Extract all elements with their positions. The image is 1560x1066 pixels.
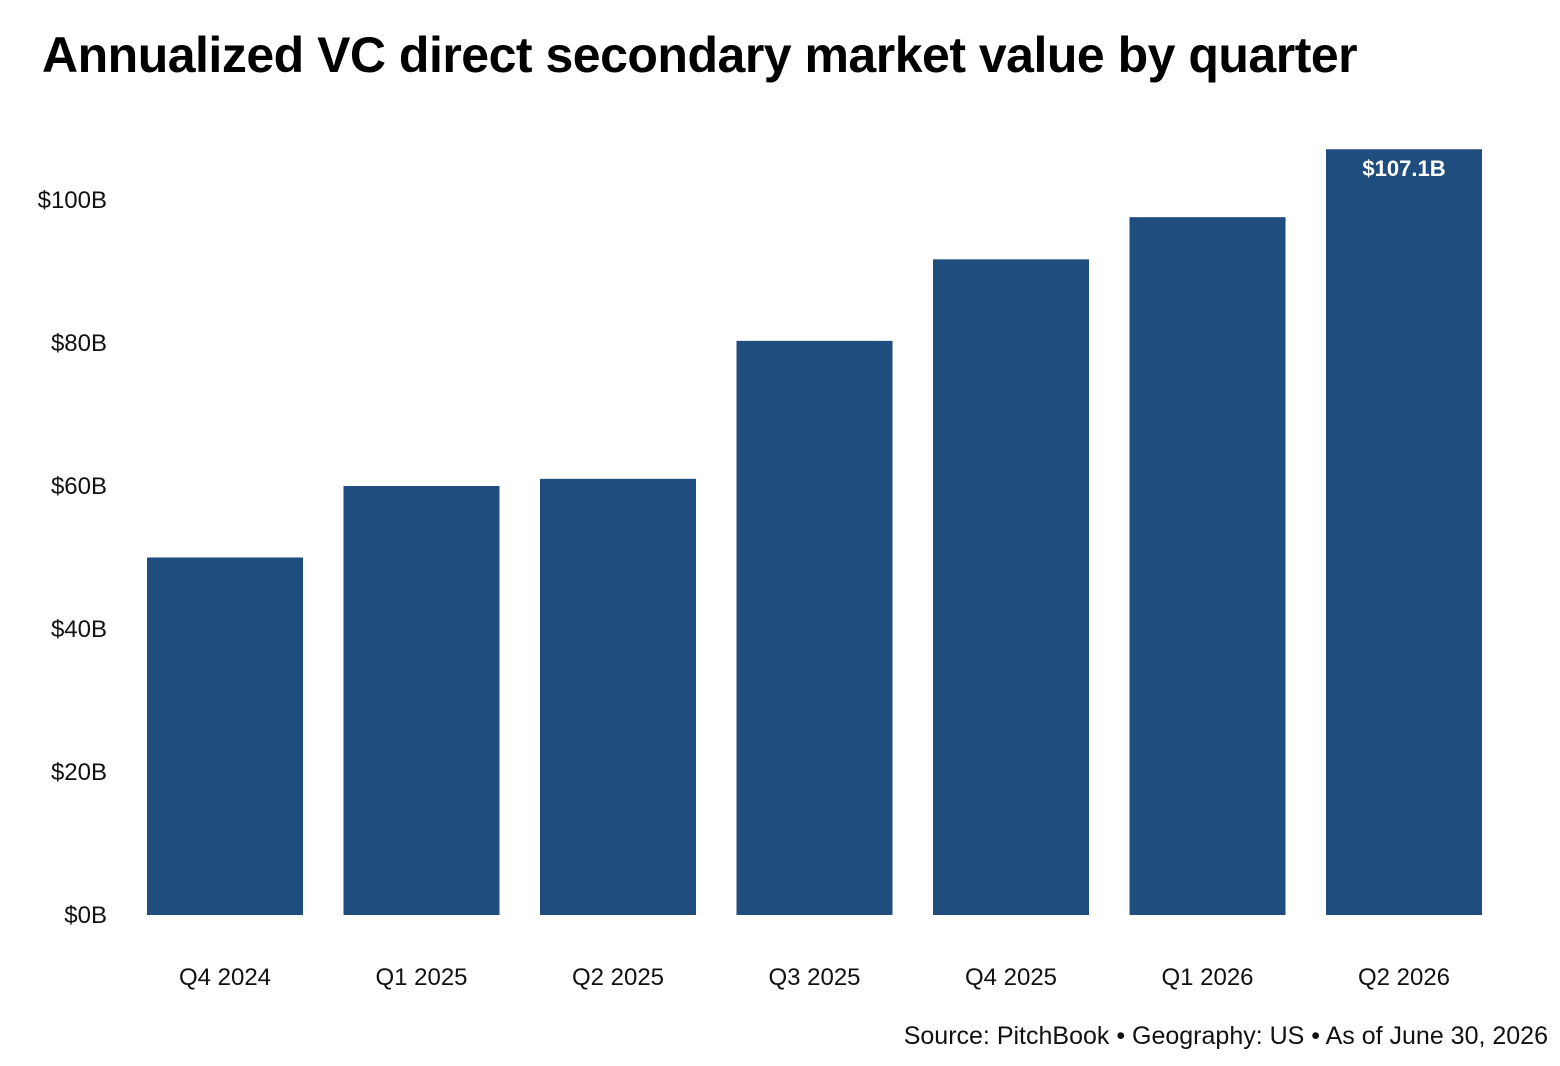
x-tick-label: Q4 2025 [965, 964, 1057, 991]
y-tick-label: $60B [51, 473, 107, 500]
x-tick-label: Q1 2026 [1161, 964, 1253, 991]
y-tick-label: $40B [51, 616, 107, 643]
bar-q2-2025 [540, 478, 696, 915]
bar-q1-2025 [343, 486, 500, 915]
x-tick-label: Q3 2025 [768, 964, 860, 991]
data-labels-group: $107.1B [1362, 156, 1445, 181]
bar-q4-2024 [147, 557, 303, 915]
x-tick-label: Q4 2024 [179, 964, 271, 991]
y-axis: $0B $20B $40B $60B $80B $100B [38, 187, 107, 929]
y-tick-label: $80B [51, 330, 107, 357]
x-tick-label: Q2 2026 [1358, 964, 1450, 991]
y-tick-label: $0B [64, 902, 107, 929]
x-tick-label: Q1 2025 [375, 964, 467, 991]
source-note: Source: PitchBook • Geography: US • As o… [903, 1022, 1548, 1050]
bar-q3-2025 [736, 340, 893, 916]
x-axis: Q4 2024 Q1 2025 Q2 2025 Q3 2025 Q4 2025 Q1 20… [179, 964, 1450, 991]
bar-q2-2026 [1326, 149, 1482, 916]
bars-group [147, 149, 1482, 916]
y-tick-label: $20B [51, 759, 107, 786]
data-label: $107.1B [1362, 156, 1445, 181]
bar-q4-2025 [933, 259, 1089, 916]
x-tick-label: Q2 2025 [572, 964, 664, 991]
y-tick-label: $100B [38, 187, 107, 214]
chart-title: Annualized VC direct secondary market va… [42, 27, 1358, 83]
bar-q1-2026 [1129, 217, 1286, 915]
